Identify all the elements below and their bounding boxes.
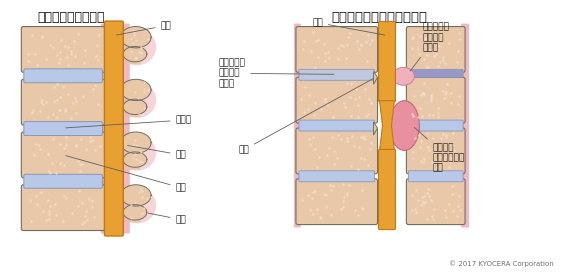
Polygon shape [129, 31, 141, 64]
FancyBboxPatch shape [299, 120, 375, 131]
FancyBboxPatch shape [296, 27, 378, 72]
FancyBboxPatch shape [24, 174, 103, 188]
FancyBboxPatch shape [296, 77, 378, 123]
FancyBboxPatch shape [121, 24, 130, 233]
Ellipse shape [123, 46, 147, 62]
FancyBboxPatch shape [24, 122, 103, 136]
Ellipse shape [119, 30, 156, 65]
Polygon shape [129, 136, 141, 170]
Ellipse shape [121, 79, 151, 101]
FancyBboxPatch shape [407, 27, 465, 72]
Text: 正常な腰椎の断面図: 正常な腰椎の断面図 [37, 11, 105, 24]
FancyBboxPatch shape [22, 79, 105, 125]
FancyBboxPatch shape [104, 21, 123, 236]
FancyBboxPatch shape [408, 120, 463, 131]
Ellipse shape [121, 132, 151, 153]
Text: 椎間板: 椎間板 [66, 116, 192, 128]
Ellipse shape [119, 188, 156, 223]
FancyBboxPatch shape [22, 185, 105, 230]
Ellipse shape [123, 205, 147, 220]
FancyBboxPatch shape [379, 22, 395, 102]
FancyBboxPatch shape [22, 27, 105, 72]
FancyBboxPatch shape [379, 149, 395, 230]
Polygon shape [129, 189, 141, 222]
FancyBboxPatch shape [407, 77, 465, 123]
Text: 肥大して
分厚くなった
靭帯: 肥大して 分厚くなった 靭帯 [414, 127, 464, 173]
FancyBboxPatch shape [407, 128, 465, 174]
Text: 脊髄: 脊髄 [312, 18, 385, 35]
FancyBboxPatch shape [296, 179, 378, 225]
Ellipse shape [390, 101, 420, 150]
FancyBboxPatch shape [299, 69, 375, 80]
FancyBboxPatch shape [299, 171, 375, 182]
Ellipse shape [119, 82, 156, 118]
Text: 軽度に変性
している
椎間板: 軽度に変性 している 椎間板 [218, 58, 334, 88]
Text: 脊髄: 脊髄 [117, 21, 171, 35]
FancyBboxPatch shape [294, 24, 301, 227]
Text: © 2017 KYOCERA Corporation: © 2017 KYOCERA Corporation [449, 261, 553, 267]
Ellipse shape [123, 99, 147, 115]
Text: 骨棘: 骨棘 [238, 79, 373, 155]
FancyBboxPatch shape [408, 171, 463, 182]
FancyBboxPatch shape [101, 24, 110, 233]
FancyBboxPatch shape [407, 179, 465, 225]
FancyBboxPatch shape [408, 69, 463, 77]
Ellipse shape [392, 67, 414, 85]
Polygon shape [374, 122, 378, 135]
Text: 腰椎脊柱管狭窄症の断面図: 腰椎脊柱管狭窄症の断面図 [332, 11, 428, 24]
Polygon shape [374, 71, 378, 84]
Polygon shape [129, 83, 141, 117]
Text: 靭帯: 靭帯 [128, 145, 187, 159]
FancyBboxPatch shape [461, 24, 469, 227]
Ellipse shape [121, 185, 151, 206]
Text: 椎弓: 椎弓 [149, 213, 187, 224]
Ellipse shape [121, 27, 151, 48]
Polygon shape [379, 101, 395, 150]
FancyBboxPatch shape [22, 132, 105, 178]
Ellipse shape [119, 135, 156, 170]
Text: 重度に変性
している
椎間板: 重度に変性 している 椎間板 [410, 23, 449, 71]
Text: 椎体: 椎体 [66, 156, 187, 192]
Ellipse shape [123, 152, 147, 167]
FancyBboxPatch shape [296, 128, 378, 174]
FancyBboxPatch shape [24, 69, 103, 83]
